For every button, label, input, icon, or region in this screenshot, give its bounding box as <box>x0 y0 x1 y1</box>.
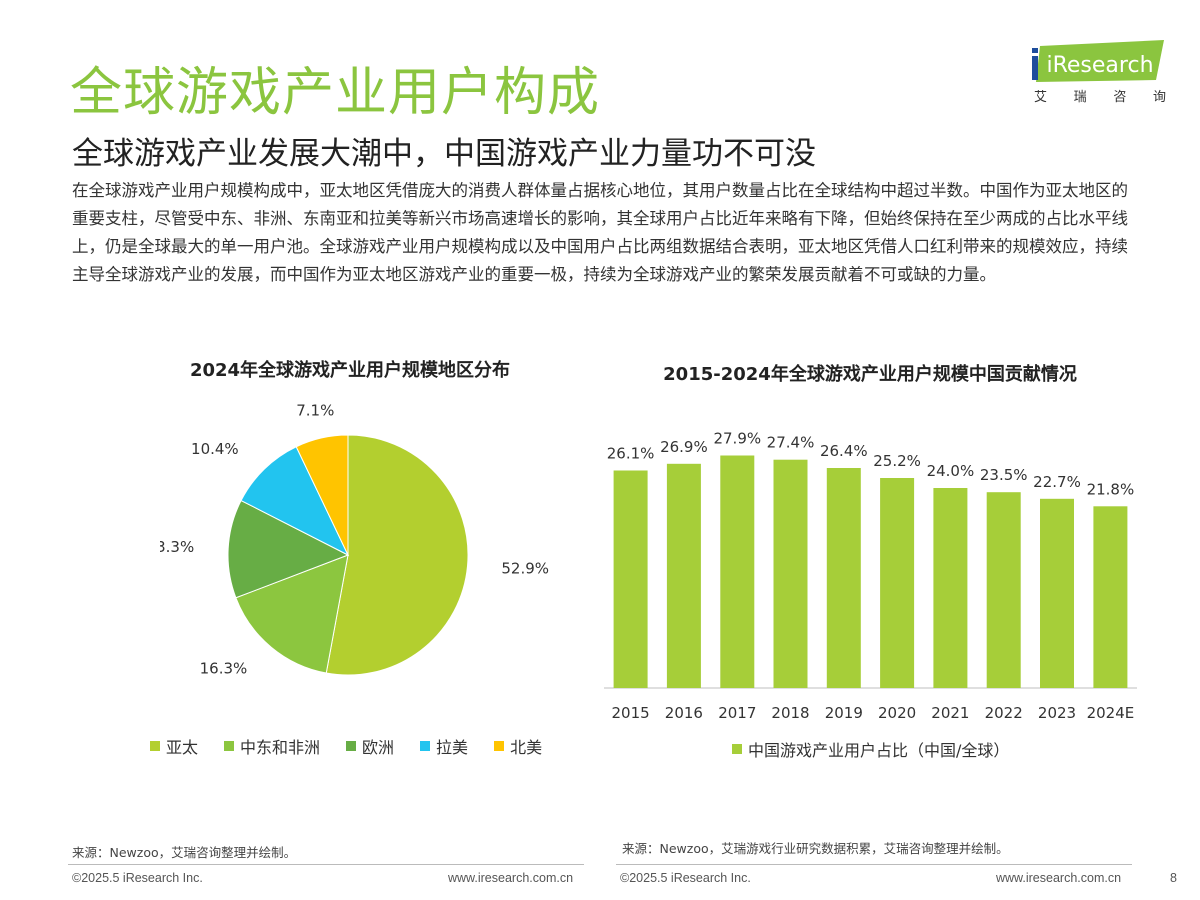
source-note-left: 来源：Newzoo，艾瑞咨询整理并绘制。 <box>72 845 297 860</box>
bar-2020 <box>880 478 915 688</box>
bar-data-label: 26.9% <box>660 438 708 456</box>
legend-item: 欧洲 <box>346 734 394 758</box>
bar-data-label: 25.2% <box>873 452 921 470</box>
source-note-right: 来源：Newzoo，艾瑞游戏行业研究数据积累，艾瑞咨询整理并绘制。 <box>622 841 1009 856</box>
pie-data-label: 52.9% <box>501 560 549 578</box>
bar-chart: 26.1% 2015 26.9% 2016 27.9% 2017 27.4% 2018 26.4… <box>604 430 1137 722</box>
bar-data-label: 27.4% <box>767 434 815 452</box>
x-tick-label: 2017 <box>718 704 756 722</box>
bar-2018 <box>773 459 808 688</box>
website: www.iresearch.com.cn <box>996 871 1122 885</box>
bar-2019 <box>826 468 861 688</box>
page-title: 全球游戏产业用户构成 <box>70 63 601 123</box>
bar-data-label: 26.1% <box>607 445 655 463</box>
legend-label: 欧洲 <box>362 738 395 757</box>
pie-legend: 亚太 中东和非洲 欧洲 拉美 北美 <box>150 734 568 758</box>
legend-swatch <box>420 741 431 751</box>
x-tick-label: 2019 <box>825 704 863 722</box>
x-tick-label: 2016 <box>665 704 703 722</box>
pie-slice-4 <box>295 434 349 556</box>
bar-chart-title: 2015-2024年全球游戏产业用户规模中国贡献情况 <box>663 364 1077 385</box>
iresearch-logo: iResearch <box>1032 40 1164 82</box>
bar-data-label: 26.4% <box>820 442 868 460</box>
legend-swatch <box>494 741 505 751</box>
bar-data-label: 24.0% <box>927 462 975 480</box>
pie-slice-0 <box>325 434 469 676</box>
pie-chart: 52.9% 16.3% 13.3% 10.4% 7.1% <box>160 402 549 678</box>
bar-legend: 中国游戏产业用户占比（中国/全球） <box>732 737 1035 761</box>
legend-item: 北美 <box>494 734 542 758</box>
page-number: 8 <box>1170 871 1177 885</box>
copyright: ©2025.5 iResearch Inc. <box>72 871 203 885</box>
x-tick-label: 2023 <box>1038 704 1076 722</box>
bar-data-label: 21.8% <box>1087 480 1135 498</box>
bar-2024E <box>1093 506 1128 688</box>
website: www.iresearch.com.cn <box>448 871 574 885</box>
bar-data-label: 22.7% <box>1033 473 1081 491</box>
logo-sub-char: 瑞 <box>1073 90 1087 105</box>
pie-slice-3 <box>240 446 350 557</box>
logo-sub-char: 询 <box>1152 90 1166 105</box>
legend-swatch <box>732 744 742 754</box>
x-tick-label: 2015 <box>612 704 650 722</box>
copyright: ©2025.5 iResearch Inc. <box>620 871 751 885</box>
pie-slice-1 <box>235 554 349 674</box>
body-paragraph: 在全球游戏产业用户规模构成中，亚太地区凭借庞大的消费人群体量占据核心地位，其用户… <box>72 181 1128 284</box>
bar-2021 <box>933 488 968 688</box>
pie-data-label: 10.4% <box>191 440 239 458</box>
bar-2023 <box>1040 498 1074 688</box>
logo-sub-char: 艾 <box>1034 90 1048 105</box>
pie-data-label: 13.3% <box>160 538 194 556</box>
logo-text: iResearch <box>1046 53 1153 78</box>
x-tick-label: 2022 <box>985 704 1023 722</box>
pie-data-label: 7.1% <box>296 402 334 420</box>
legend-label: 拉美 <box>436 738 469 757</box>
pie-data-label: 16.3% <box>200 660 248 678</box>
x-tick-label: 2020 <box>878 704 916 722</box>
bar-2016 <box>666 463 701 688</box>
legend-item: 中东和非洲 <box>224 734 320 758</box>
legend-label: 北美 <box>510 738 543 757</box>
legend-label: 中东和非洲 <box>240 738 321 757</box>
legend-item: 亚太 <box>150 734 198 758</box>
bar-2022 <box>986 492 1021 688</box>
pie-chart-title: 2024年全球游戏产业用户规模地区分布 <box>189 360 511 381</box>
legend-swatch <box>150 741 160 751</box>
bar-2017 <box>720 455 755 688</box>
page-subtitle: 全球游戏产业发展大潮中，中国游戏产业力量功不可没 <box>72 136 816 172</box>
legend-item: 中国游戏产业用户占比（中国/全球） <box>732 737 1009 761</box>
legend-swatch <box>346 741 357 751</box>
pie-slice-2 <box>227 499 350 599</box>
logo-sub-char: 咨 <box>1113 90 1127 105</box>
footer-divider-left <box>68 864 584 865</box>
bar-2015 <box>613 470 648 688</box>
bar-data-label: 27.9% <box>713 430 761 448</box>
legend-swatch <box>224 741 235 751</box>
legend-label: 中国游戏产业用户占比（中国/全球） <box>748 741 1010 760</box>
bar-data-label: 23.5% <box>980 466 1028 484</box>
footer-divider-right <box>616 864 1132 865</box>
x-tick-label: 2018 <box>771 704 809 722</box>
x-tick-label: 2021 <box>931 704 969 722</box>
legend-item: 拉美 <box>420 734 468 758</box>
legend-label: 亚太 <box>166 738 199 757</box>
logo-subtitle: 艾 瑞 咨 询 <box>1034 86 1166 105</box>
x-tick-label: 2024E <box>1087 704 1135 722</box>
